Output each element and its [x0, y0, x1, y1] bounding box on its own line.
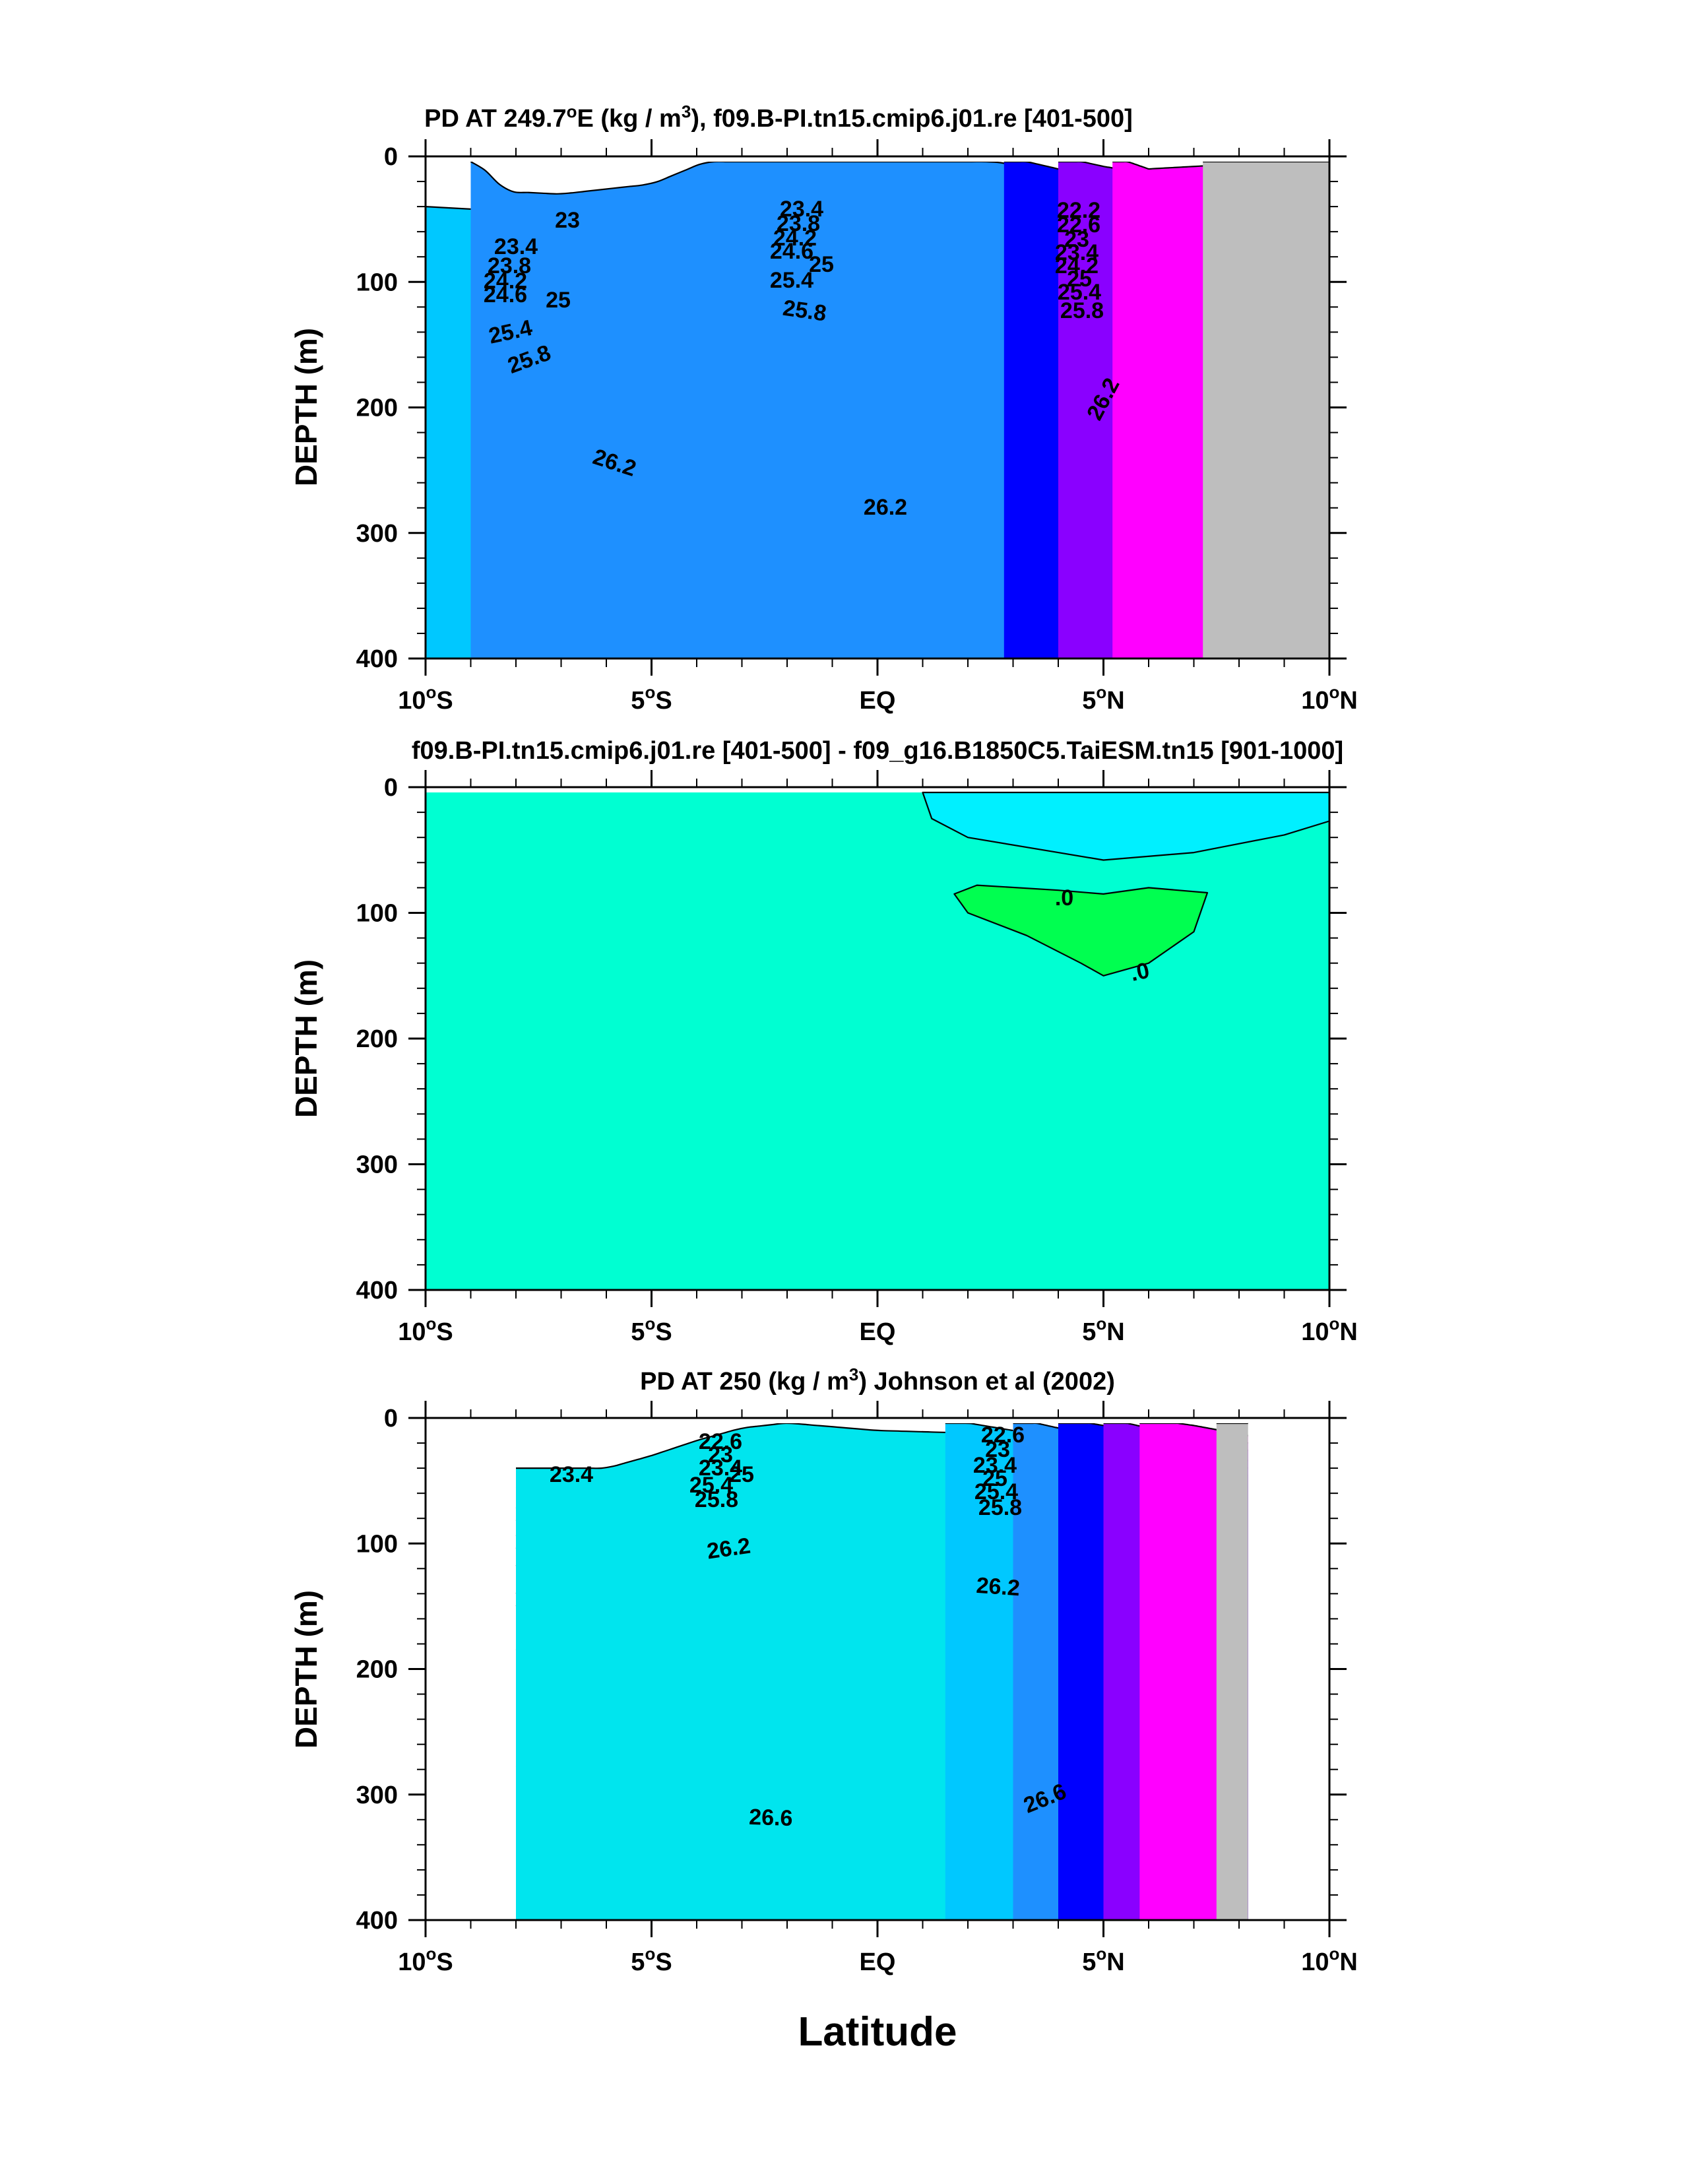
contour-label: 23: [985, 1437, 1010, 1462]
y-tick-label: 0: [384, 1405, 398, 1432]
contour-label: 23.4: [780, 197, 823, 222]
contour-label: 25: [809, 252, 834, 277]
contour-label: 24.2: [1055, 253, 1099, 278]
x-tick-label: 5oS: [631, 1314, 672, 1346]
contour-label: 24.2: [773, 226, 817, 251]
contour-label: 25: [546, 288, 571, 313]
contour-label: 25: [729, 1462, 754, 1487]
contour-label: 22.6: [1057, 212, 1100, 238]
y-tick-label: 400: [356, 645, 398, 673]
x-tick-label: 5oN: [1082, 1314, 1124, 1346]
contour-label: 25: [982, 1466, 1007, 1491]
x-tick-label: EQ: [860, 1948, 896, 1976]
y-tick-label: 200: [356, 1656, 398, 1684]
y-tick-label: 300: [356, 1151, 398, 1179]
x-tick-label: 10oN: [1301, 1314, 1358, 1346]
y-tick-label: 200: [356, 395, 398, 422]
x-tick-label: 10oS: [398, 682, 453, 715]
x-tick-label: 10oS: [398, 1944, 453, 1976]
panel-1: PD AT 249.7oE (kg / m3), f09.B-PI.tn15.c…: [289, 102, 1358, 715]
panel-2-title: f09.B-PI.tn15.cmip6.j01.re [401-500] - f…: [412, 737, 1343, 765]
contour-label: 26.6: [749, 1805, 793, 1831]
contour-label: 23.8: [777, 211, 820, 236]
panel-3-y-axis-label: DEPTH (m): [289, 1590, 323, 1749]
panel-2-y-axis-label: DEPTH (m): [289, 959, 323, 1118]
contour-label: 22.6: [699, 1429, 742, 1454]
x-tick-label: 5oN: [1082, 682, 1124, 715]
background-field: [426, 792, 1329, 1290]
contour-label: 25.8: [695, 1487, 738, 1512]
contour-label: 23.4: [494, 234, 538, 259]
y-tick-label: 100: [356, 900, 398, 928]
contour-label: 23: [555, 208, 580, 233]
contour-label: 24.2: [484, 269, 527, 294]
contour-label: 23.4: [699, 1456, 742, 1481]
x-tick-label: 5oS: [631, 1944, 672, 1976]
x-tick-label: 5oN: [1082, 1944, 1124, 1976]
x-axis-label: Latitude: [798, 2009, 957, 2055]
contour-label: 25.8: [978, 1495, 1022, 1520]
contour-label: 23: [708, 1442, 733, 1467]
panel-3-title: PD AT 250 (kg / m3) Johnson et al (2002): [640, 1365, 1115, 1396]
contour-label: 24.6: [770, 239, 813, 264]
x-tick-label: 10oN: [1301, 1944, 1358, 1976]
panel-1-y-axis-label: DEPTH (m): [289, 328, 323, 486]
green-patch: [953, 884, 1209, 977]
contour-label: 23: [1064, 227, 1089, 252]
contour-label: 25.8: [1060, 298, 1104, 323]
contour-label: 23.4: [973, 1453, 1017, 1478]
contour-label: 25.4: [770, 268, 813, 293]
contour-label: 25: [1067, 267, 1092, 292]
contour-label: 25.4: [689, 1473, 733, 1498]
surface-gap: [516, 1418, 1248, 1423]
panel-3: PD AT 250 (kg / m3) Johnson et al (2002)…: [289, 1365, 1358, 2055]
y-tick-label: 0: [384, 143, 398, 171]
contour-band: [1203, 162, 1329, 658]
contour-label: 22.6: [981, 1423, 1025, 1448]
contour-label: 23.4: [1055, 240, 1099, 265]
panel-2-contour-labels: .0 .0: [1055, 885, 1152, 986]
y-tick-label: 100: [356, 269, 398, 296]
y-tick-label: 300: [356, 520, 398, 548]
contour-label: 22.2: [1057, 198, 1100, 223]
contour-label: 24.6: [484, 282, 527, 307]
contour-label: .0: [1055, 885, 1073, 911]
contour-label: 26.2: [705, 1533, 752, 1564]
contour-band: [1216, 1423, 1248, 1920]
contour-label: 25.8: [781, 296, 828, 327]
contour-label: 25.4: [974, 1479, 1018, 1504]
cyan-patch: [922, 791, 1329, 861]
contour-field: [515, 1418, 1249, 1920]
contour-label: 23.8: [488, 253, 531, 278]
contour-label: 23.4: [550, 1462, 593, 1487]
y-tick-label: 400: [356, 1277, 398, 1304]
x-tick-label: 5oS: [631, 682, 672, 715]
y-tick-label: 200: [356, 1025, 398, 1053]
y-tick-label: 400: [356, 1907, 398, 1935]
x-tick-label: 10oS: [398, 1314, 453, 1346]
x-tick-label: 10oN: [1301, 682, 1358, 715]
x-tick-label: EQ: [860, 1318, 896, 1346]
panel-2: f09.B-PI.tn15.cmip6.j01.re [401-500] - f…: [289, 737, 1358, 1346]
contour-label: 26.2: [864, 495, 907, 520]
y-tick-label: 100: [356, 1530, 398, 1558]
panel-1-title: PD AT 249.7oE (kg / m3), f09.B-PI.tn15.c…: [424, 102, 1133, 133]
contour-label: 25.4: [1058, 280, 1101, 305]
surface-gap: [426, 156, 1329, 162]
y-tick-label: 0: [384, 774, 398, 802]
contour-field: [426, 791, 1329, 1290]
contour-label: 26.2: [975, 1573, 1021, 1601]
contour-field: [426, 156, 1329, 658]
x-tick-label: EQ: [860, 687, 896, 715]
y-tick-label: 300: [356, 1782, 398, 1809]
